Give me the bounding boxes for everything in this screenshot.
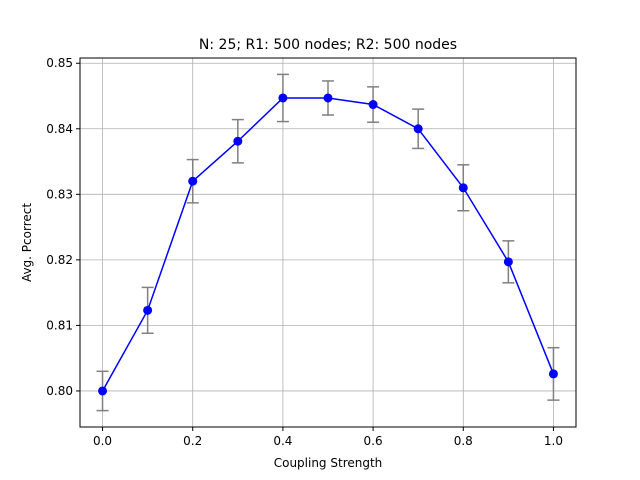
y-axis-label: Avg. Pcorrect — [20, 203, 34, 282]
data-point — [278, 93, 288, 103]
y-tick-label: 0.85 — [46, 56, 73, 70]
x-tick-label: 1.0 — [544, 434, 563, 448]
data-point — [503, 257, 513, 267]
data-point — [233, 136, 243, 146]
data-point — [368, 100, 378, 110]
data-point — [548, 369, 558, 379]
data-point — [458, 183, 468, 193]
series — [98, 93, 558, 396]
x-axis: 0.0 0.2 0.4 0.6 0.8 1.0 — [93, 427, 563, 448]
data-point — [143, 305, 153, 315]
chart-title: N: 25; R1: 500 nodes; R2: 500 nodes — [199, 37, 457, 53]
x-tick-label: 0.8 — [454, 434, 473, 448]
x-tick-label: 0.6 — [364, 434, 383, 448]
y-tick-label: 0.81 — [46, 318, 73, 332]
y-tick-label: 0.82 — [46, 253, 73, 267]
x-tick-label: 0.4 — [273, 434, 292, 448]
x-tick-label: 0.0 — [93, 434, 112, 448]
y-tick-label: 0.84 — [46, 122, 73, 136]
x-tick-label: 0.2 — [183, 434, 202, 448]
data-point — [323, 93, 333, 103]
data-point — [413, 124, 423, 134]
data-point — [188, 176, 198, 186]
data-point — [98, 386, 108, 396]
x-axis-label: Coupling Strength — [274, 456, 383, 470]
y-tick-label: 0.80 — [46, 384, 73, 398]
plot-frame — [79, 57, 577, 428]
y-tick-label: 0.83 — [46, 187, 73, 201]
y-axis: 0.80 0.81 0.82 0.83 0.84 0.85 — [46, 56, 80, 398]
